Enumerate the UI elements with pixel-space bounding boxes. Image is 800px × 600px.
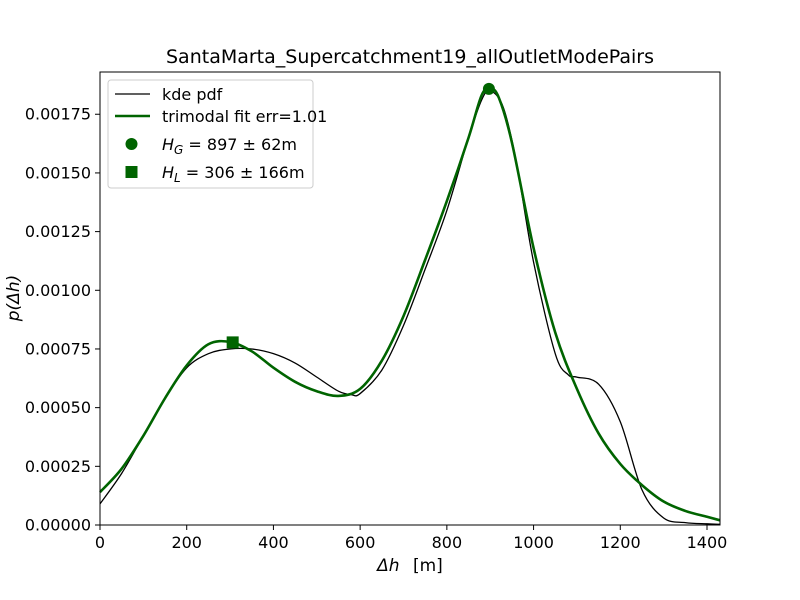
x-tick-label: 800 (432, 533, 463, 552)
legend-swatch-hg (125, 138, 138, 150)
marker-hg-point (482, 82, 495, 95)
legend-label-hg: HG = 897 ± 62m (162, 135, 297, 157)
series-line-trimodal-fit (99, 86, 721, 522)
x-axis-label-symbol: Δh (375, 556, 399, 576)
series-layer (99, 86, 721, 525)
y-tick-label: 0.00125 (25, 222, 91, 241)
y-axis-label: p(Δh) (4, 275, 24, 322)
x-tick-label: 600 (345, 533, 376, 552)
chart-title: SantaMarta_Supercatchment19_allOutletMod… (166, 46, 654, 68)
legend-label-trimodal-fit: trimodal fit err=1.01 (162, 107, 327, 126)
x-tick-label: 1400 (687, 533, 728, 552)
legend: kde pdf trimodal fit err=1.01 HG = 897 ± 6… (107, 79, 327, 189)
y-axis: 0.00000 0.00025 0.00050 0.00075 0.00100 0.001… (25, 105, 100, 535)
y-tick-label: 0.00000 (25, 516, 91, 535)
legend-items: kde pdf trimodal fit err=1.01 HG = 897 ± 6… (115, 85, 327, 185)
y-tick-label: 0.00075 (25, 339, 91, 358)
marker-hl-point (226, 336, 239, 349)
plot-frame (99, 71, 721, 526)
x-tick-label: 1200 (600, 533, 641, 552)
y-tick-label: 0.00050 (25, 398, 91, 417)
y-tick-label: 0.00175 (25, 105, 91, 124)
marker-layer (226, 82, 495, 349)
y-tick-label: 0.00100 (25, 281, 91, 300)
x-tick-label: 1000 (513, 533, 554, 552)
series-line-kde-pdf (99, 89, 721, 525)
legend-box (107, 79, 314, 189)
x-tick-label: 0 (95, 533, 105, 552)
x-axis-label: Δh [m] (375, 556, 443, 576)
x-tick-label: 400 (258, 533, 289, 552)
legend-swatch-hl (125, 166, 138, 178)
y-tick-label: 0.00150 (25, 163, 91, 182)
x-axis-label-unit: [m] (413, 556, 443, 576)
x-axis: 0 200 400 600 800 1000 1200 1400 (95, 525, 727, 552)
x-tick-label: 200 (171, 533, 202, 552)
legend-label-hl: HL = 306 ± 166m (162, 163, 305, 185)
y-tick-label: 0.00025 (25, 457, 91, 476)
legend-label-kde-pdf: kde pdf (162, 85, 223, 104)
